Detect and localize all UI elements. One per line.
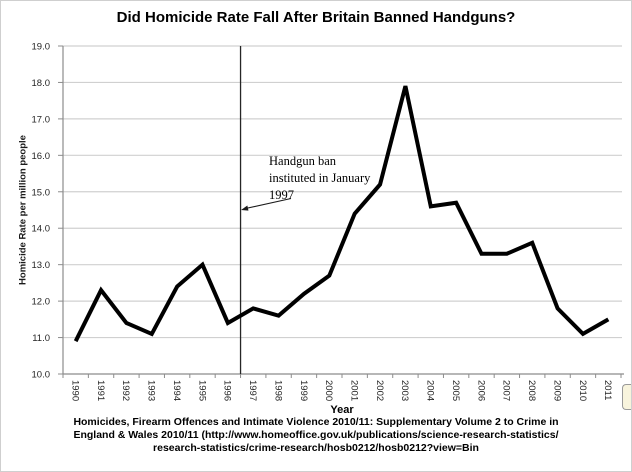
ban-annotation-line: Handgun ban	[269, 154, 336, 168]
x-tick-label: 2002	[374, 380, 385, 401]
y-tick-label: 12.0	[32, 297, 51, 308]
x-tick-label: 1997	[247, 380, 258, 401]
y-tick-label: 17.0	[32, 114, 51, 125]
source-caption-line: Homicides, Firearm Offences and Intimate…	[73, 416, 559, 428]
homicide-rate-line	[73, 85, 610, 343]
x-tick-label: 2006	[475, 380, 486, 401]
y-tick-label: 13.0	[32, 260, 51, 271]
ban-annotation-line: 1997	[269, 188, 294, 202]
x-tick-label: 1998	[272, 380, 283, 401]
y-tick-label: 18.0	[32, 78, 51, 89]
source-caption: Homicides, Firearm Offences and Intimate…	[1, 416, 631, 455]
x-tick-label: 2003	[399, 380, 410, 401]
x-tick-label: 1991	[95, 380, 106, 401]
y-tick-label: 15.0	[32, 187, 51, 198]
annotation-arrowhead	[241, 205, 249, 211]
x-axis-title: Year	[330, 404, 354, 416]
y-tick-label: 10.0	[32, 370, 51, 381]
source-caption-line: England & Wales 2010/11 (http://www.home…	[73, 429, 559, 441]
x-tick-label: 2007	[501, 380, 512, 401]
cutoff-button-fragment[interactable]	[622, 384, 631, 410]
x-tick-label: 2004	[425, 380, 436, 401]
x-tick-label: 2000	[323, 380, 334, 401]
y-tick-label: 19.0	[32, 42, 51, 53]
x-tick-label: 2011	[602, 380, 613, 400]
x-tick-label: 1994	[171, 380, 182, 401]
y-tick-label: 11.0	[32, 333, 50, 344]
x-tick-label: 1996	[222, 380, 233, 401]
x-tick-label: 2009	[551, 380, 562, 401]
ban-annotation: Handgun ban instituted in January 1997	[269, 153, 370, 204]
x-tick-label: 2010	[577, 380, 588, 401]
x-tick-label: 2001	[348, 380, 359, 401]
ban-annotation-line: instituted in January	[269, 171, 371, 185]
x-tick-label: 1999	[298, 380, 309, 401]
y-axis-title: Homicide Rate per million people	[17, 135, 29, 285]
annotation-arrow	[245, 197, 292, 210]
source-caption-line: research-statistics/crime-research/hosb0…	[153, 442, 479, 454]
x-tick-label: 1990	[69, 380, 80, 401]
x-tick-label: 2008	[526, 380, 537, 401]
x-tick-label: 1993	[146, 380, 157, 401]
y-tick-label: 16.0	[32, 151, 51, 162]
x-tick-label: 1995	[196, 380, 207, 401]
x-tick-label: 1992	[120, 380, 131, 401]
x-tick-label: 2005	[450, 380, 461, 401]
chart-title: Did Homicide Rate Fall After Britain Ban…	[116, 9, 516, 26]
y-tick-label: 14.0	[32, 224, 51, 235]
